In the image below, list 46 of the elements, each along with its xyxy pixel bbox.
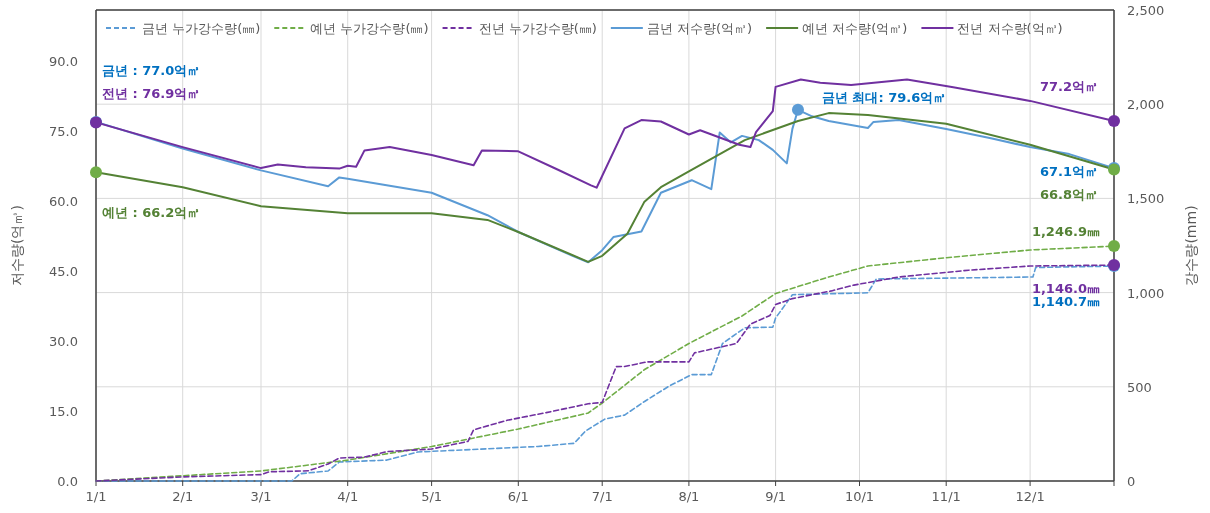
annotation: 예년 : 66.2억㎥ <box>102 205 201 221</box>
y2-tick-label: 500 <box>1127 379 1152 395</box>
y-axis-title: 저수량(억㎥) <box>9 205 25 286</box>
y2-tick-label: 2,000 <box>1127 97 1165 113</box>
y-tick-label: 0.0 <box>57 474 78 489</box>
y-tick-label: 75.0 <box>49 124 78 140</box>
x-tick-label: 4/1 <box>337 489 359 504</box>
y2-tick-label: 1,500 <box>1127 191 1165 207</box>
legend-label: 전년 저수량(억㎥) <box>957 21 1063 36</box>
x-tick-label: 2/1 <box>172 489 194 504</box>
x-tick-label: 1/1 <box>85 489 107 504</box>
x-tick-label: 7/1 <box>591 489 613 504</box>
x-tick-label: 3/1 <box>250 489 272 504</box>
x-tick-label: 12/1 <box>1015 489 1045 504</box>
x-tick-label: 5/1 <box>421 489 443 504</box>
legend-label: 전년 누가강수량(㎜) <box>478 21 597 36</box>
annotation: 66.8억㎥ <box>1039 187 1098 203</box>
y2-axis-title: 강수량(mm) <box>1183 205 1199 286</box>
x-tick-label: 6/1 <box>507 489 529 504</box>
annotation: 1,140.7㎜ <box>1031 294 1100 310</box>
y-tick-label: 90.0 <box>49 54 78 70</box>
y-tick-label: 45.0 <box>49 264 78 280</box>
annotation: 금년 최대: 79.6억㎥ <box>821 89 947 105</box>
x-tick-label: 8/1 <box>678 489 700 504</box>
legend-label: 금년 저수량(억㎥) <box>646 21 753 36</box>
point <box>90 166 102 179</box>
annotation: 77.2억㎥ <box>1039 78 1098 94</box>
y2-tick-label: 1,000 <box>1127 285 1165 301</box>
legend-label: 예년 누가강수량(㎜) <box>310 21 429 36</box>
annotation: 67.1억㎥ <box>1039 164 1098 180</box>
y-tick-label: 30.0 <box>49 334 78 350</box>
annotation: 전년 : 76.9억㎥ <box>102 86 201 102</box>
y-tick-label: 15.0 <box>49 404 78 420</box>
legend-label: 금년 누가강수량(㎜) <box>142 21 261 36</box>
x-tick-label: 11/1 <box>931 489 961 504</box>
point <box>1108 114 1120 127</box>
annotation: 1,246.9㎜ <box>1031 224 1100 240</box>
y2-tick-label: 0 <box>1127 474 1136 489</box>
y-tick-label: 60.0 <box>49 194 78 210</box>
annotation: 금년 : 77.0억㎥ <box>102 62 201 78</box>
annotation: 1,146.0㎜ <box>1031 281 1100 297</box>
legend-label: 예년 저수량(억㎥) <box>802 21 908 36</box>
point <box>791 103 804 116</box>
y2-tick-label: 2,500 <box>1127 3 1165 18</box>
x-tick-label: 9/1 <box>765 489 787 504</box>
x-tick-label: 10/1 <box>844 489 875 504</box>
